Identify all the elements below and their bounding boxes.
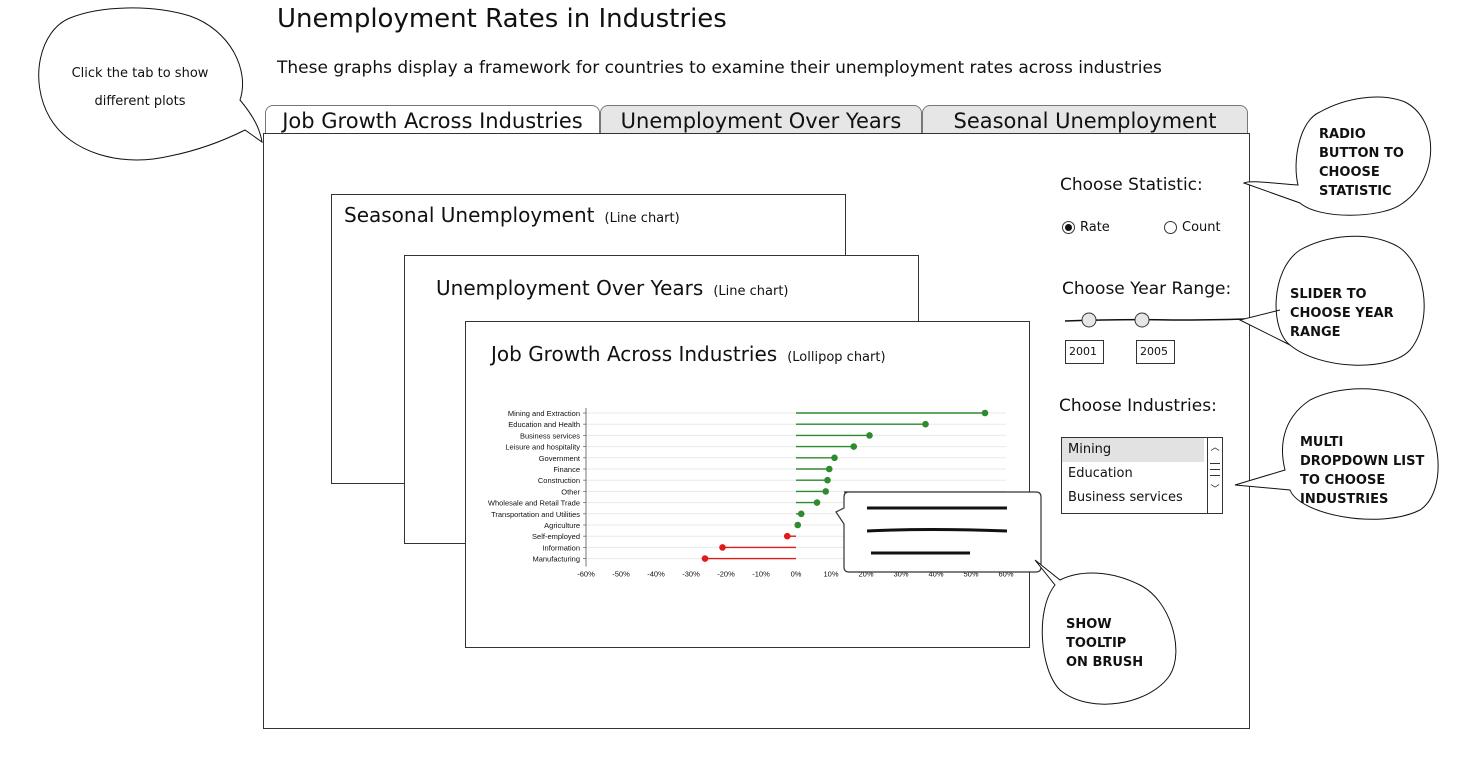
- year-range-slider[interactable]: [1062, 308, 1247, 332]
- radio-rate-label: Rate: [1080, 220, 1110, 235]
- x-tick-label: -20%: [717, 570, 735, 579]
- year-end-input[interactable]: 2005: [1136, 340, 1175, 364]
- category-label: Agriculture: [544, 521, 580, 530]
- lollipop-point: [719, 544, 726, 551]
- slider-help-note: SLIDER TO CHOOSE YEAR RANGE: [1290, 287, 1394, 340]
- radio-rate-dot[interactable]: [1062, 221, 1075, 234]
- x-tick-label: -50%: [612, 570, 630, 579]
- lollipop-chart-type: (Lollipop chart): [787, 350, 886, 365]
- lollipop-point: [922, 420, 929, 428]
- lollipop-chart[interactable]: Mining and Extraction Education and Healt…: [466, 400, 1026, 585]
- x-tick-label: 60%: [998, 570, 1013, 579]
- year-range-label: Choose Year Range:: [1062, 279, 1232, 299]
- years-chart-title: Unemployment Over Years: [436, 276, 704, 300]
- industry-option[interactable]: Business services: [1068, 490, 1183, 505]
- category-label: Government: [539, 454, 581, 463]
- x-tick-label: 30%: [893, 570, 908, 579]
- seasonal-chart-type: (Line chart): [604, 211, 680, 226]
- lollipop-point: [831, 454, 838, 462]
- tooltip-help-note: SHOW TOOLTIP ON BRUSH: [1066, 617, 1144, 670]
- lollipop-point: [701, 555, 709, 562]
- brush-tooltip: [835, 491, 1042, 573]
- seasonal-chart-title: Seasonal Unemployment: [344, 203, 595, 227]
- page-title: Unemployment Rates in Industries: [277, 4, 727, 34]
- tab-seasonal-unemployment[interactable]: Seasonal Unemployment: [922, 105, 1248, 134]
- x-tick-label: -10%: [752, 570, 770, 579]
- category-label: Self-employed: [532, 532, 580, 541]
- category-label: Other: [561, 487, 580, 496]
- lollipop-point: [981, 409, 989, 417]
- x-tick-label: -60%: [577, 570, 595, 579]
- year-start-input[interactable]: 2001: [1065, 340, 1104, 364]
- lollipop-chart-title: Job Growth Across Industries: [491, 342, 778, 366]
- category-label: Business services: [520, 431, 580, 440]
- page-subtitle: These graphs display a framework for cou…: [277, 58, 1162, 78]
- industry-option[interactable]: Mining: [1062, 438, 1204, 462]
- lollipop-point: [824, 476, 831, 484]
- radio-rate[interactable]: Rate: [1062, 220, 1110, 235]
- chevron-down-icon[interactable]: ﹀: [1210, 485, 1220, 495]
- list-help-note: MULTI DROPDOWN LIST TO CHOOSE INDUSTRIES: [1300, 435, 1425, 507]
- chevron-up-icon[interactable]: ︿: [1210, 443, 1220, 453]
- lollipop-point: [822, 488, 830, 495]
- industries-label: Choose Industries:: [1059, 396, 1217, 416]
- lollipop-point: [797, 510, 805, 518]
- x-tick-label: -30%: [682, 570, 700, 579]
- x-tick-label: 0%: [791, 570, 802, 579]
- x-tick-label: 20%: [858, 570, 873, 579]
- category-label: Wholesale and Retail Trade: [488, 499, 580, 508]
- category-label: Mining and Extraction: [508, 409, 580, 418]
- statistic-label: Choose Statistic:: [1060, 175, 1203, 195]
- tab-unemployment-over-years[interactable]: Unemployment Over Years: [600, 105, 922, 134]
- radio-count-dot[interactable]: [1164, 221, 1177, 234]
- x-tick-label: 50%: [963, 570, 978, 579]
- industry-option[interactable]: Education: [1068, 466, 1133, 481]
- x-tick-label: 40%: [928, 570, 943, 579]
- list-scrollbar[interactable]: ︿ ﹀: [1207, 438, 1222, 513]
- lollipop-point: [794, 521, 802, 529]
- lollipop-point: [783, 532, 791, 540]
- category-label: Construction: [538, 476, 580, 485]
- radio-count[interactable]: Count: [1164, 220, 1221, 235]
- x-tick-label: -40%: [647, 570, 665, 579]
- lollipop-point: [813, 499, 821, 506]
- category-label: Manufacturing: [532, 555, 580, 564]
- radio-count-label: Count: [1182, 220, 1221, 235]
- lollipop-chart-card: Job Growth Across Industries (Lollipop ch…: [465, 321, 1030, 648]
- tab-job-growth[interactable]: Job Growth Across Industries: [265, 105, 600, 134]
- category-label: Leisure and hospitality: [505, 443, 580, 452]
- slider-handle-start: [1081, 312, 1097, 328]
- lollipop-point: [850, 443, 858, 450]
- slider-handle-end: [1134, 312, 1150, 328]
- tabs-help-note: Click the tab to show different plots: [71, 66, 209, 109]
- lollipop-point: [866, 432, 873, 439]
- category-label: Information: [542, 543, 580, 552]
- industry-multiselect[interactable]: Mining Education Business services ︿ ﹀: [1061, 437, 1223, 514]
- category-label: Transportation and Utilities: [491, 510, 580, 519]
- years-chart-type: (Line chart): [713, 284, 789, 299]
- x-tick-label: 10%: [823, 570, 838, 579]
- radio-help-note: RADIO BUTTON TO CHOOSE STATISTIC: [1319, 127, 1404, 199]
- category-label: Finance: [553, 465, 580, 474]
- category-label: Education and Health: [508, 420, 580, 429]
- lollipop-point: [825, 465, 833, 473]
